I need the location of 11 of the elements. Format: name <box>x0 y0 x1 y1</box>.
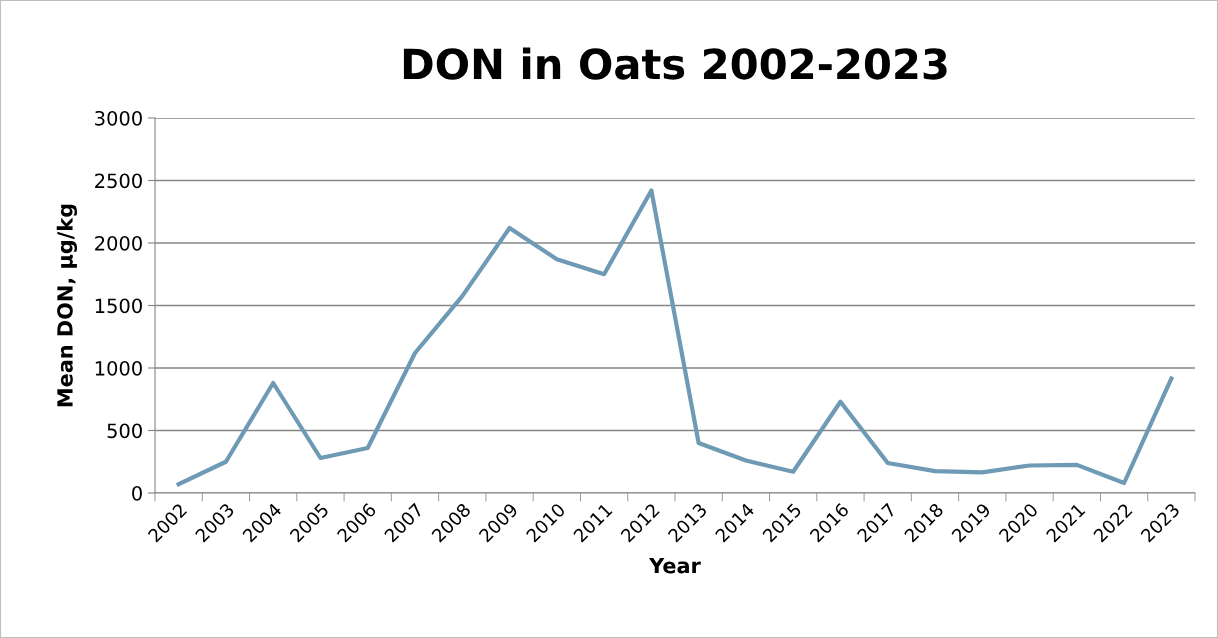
y-tick-label: 1500 <box>95 298 142 314</box>
y-tick-label: 1000 <box>95 360 142 376</box>
line-series <box>176 188 1174 487</box>
y-tick-label: 500 <box>107 423 142 439</box>
y-tick-label: 2500 <box>95 173 142 189</box>
y-tick-label: 3000 <box>95 110 142 126</box>
x-axis-title: Year <box>648 557 701 574</box>
y-axis-title: Mean DON, µg/kg <box>56 204 78 407</box>
y-tick-label: 0 <box>132 485 142 501</box>
chart-title: DON in Oats 2002-2023 <box>403 47 947 80</box>
y-tick-label: 2000 <box>95 235 142 251</box>
